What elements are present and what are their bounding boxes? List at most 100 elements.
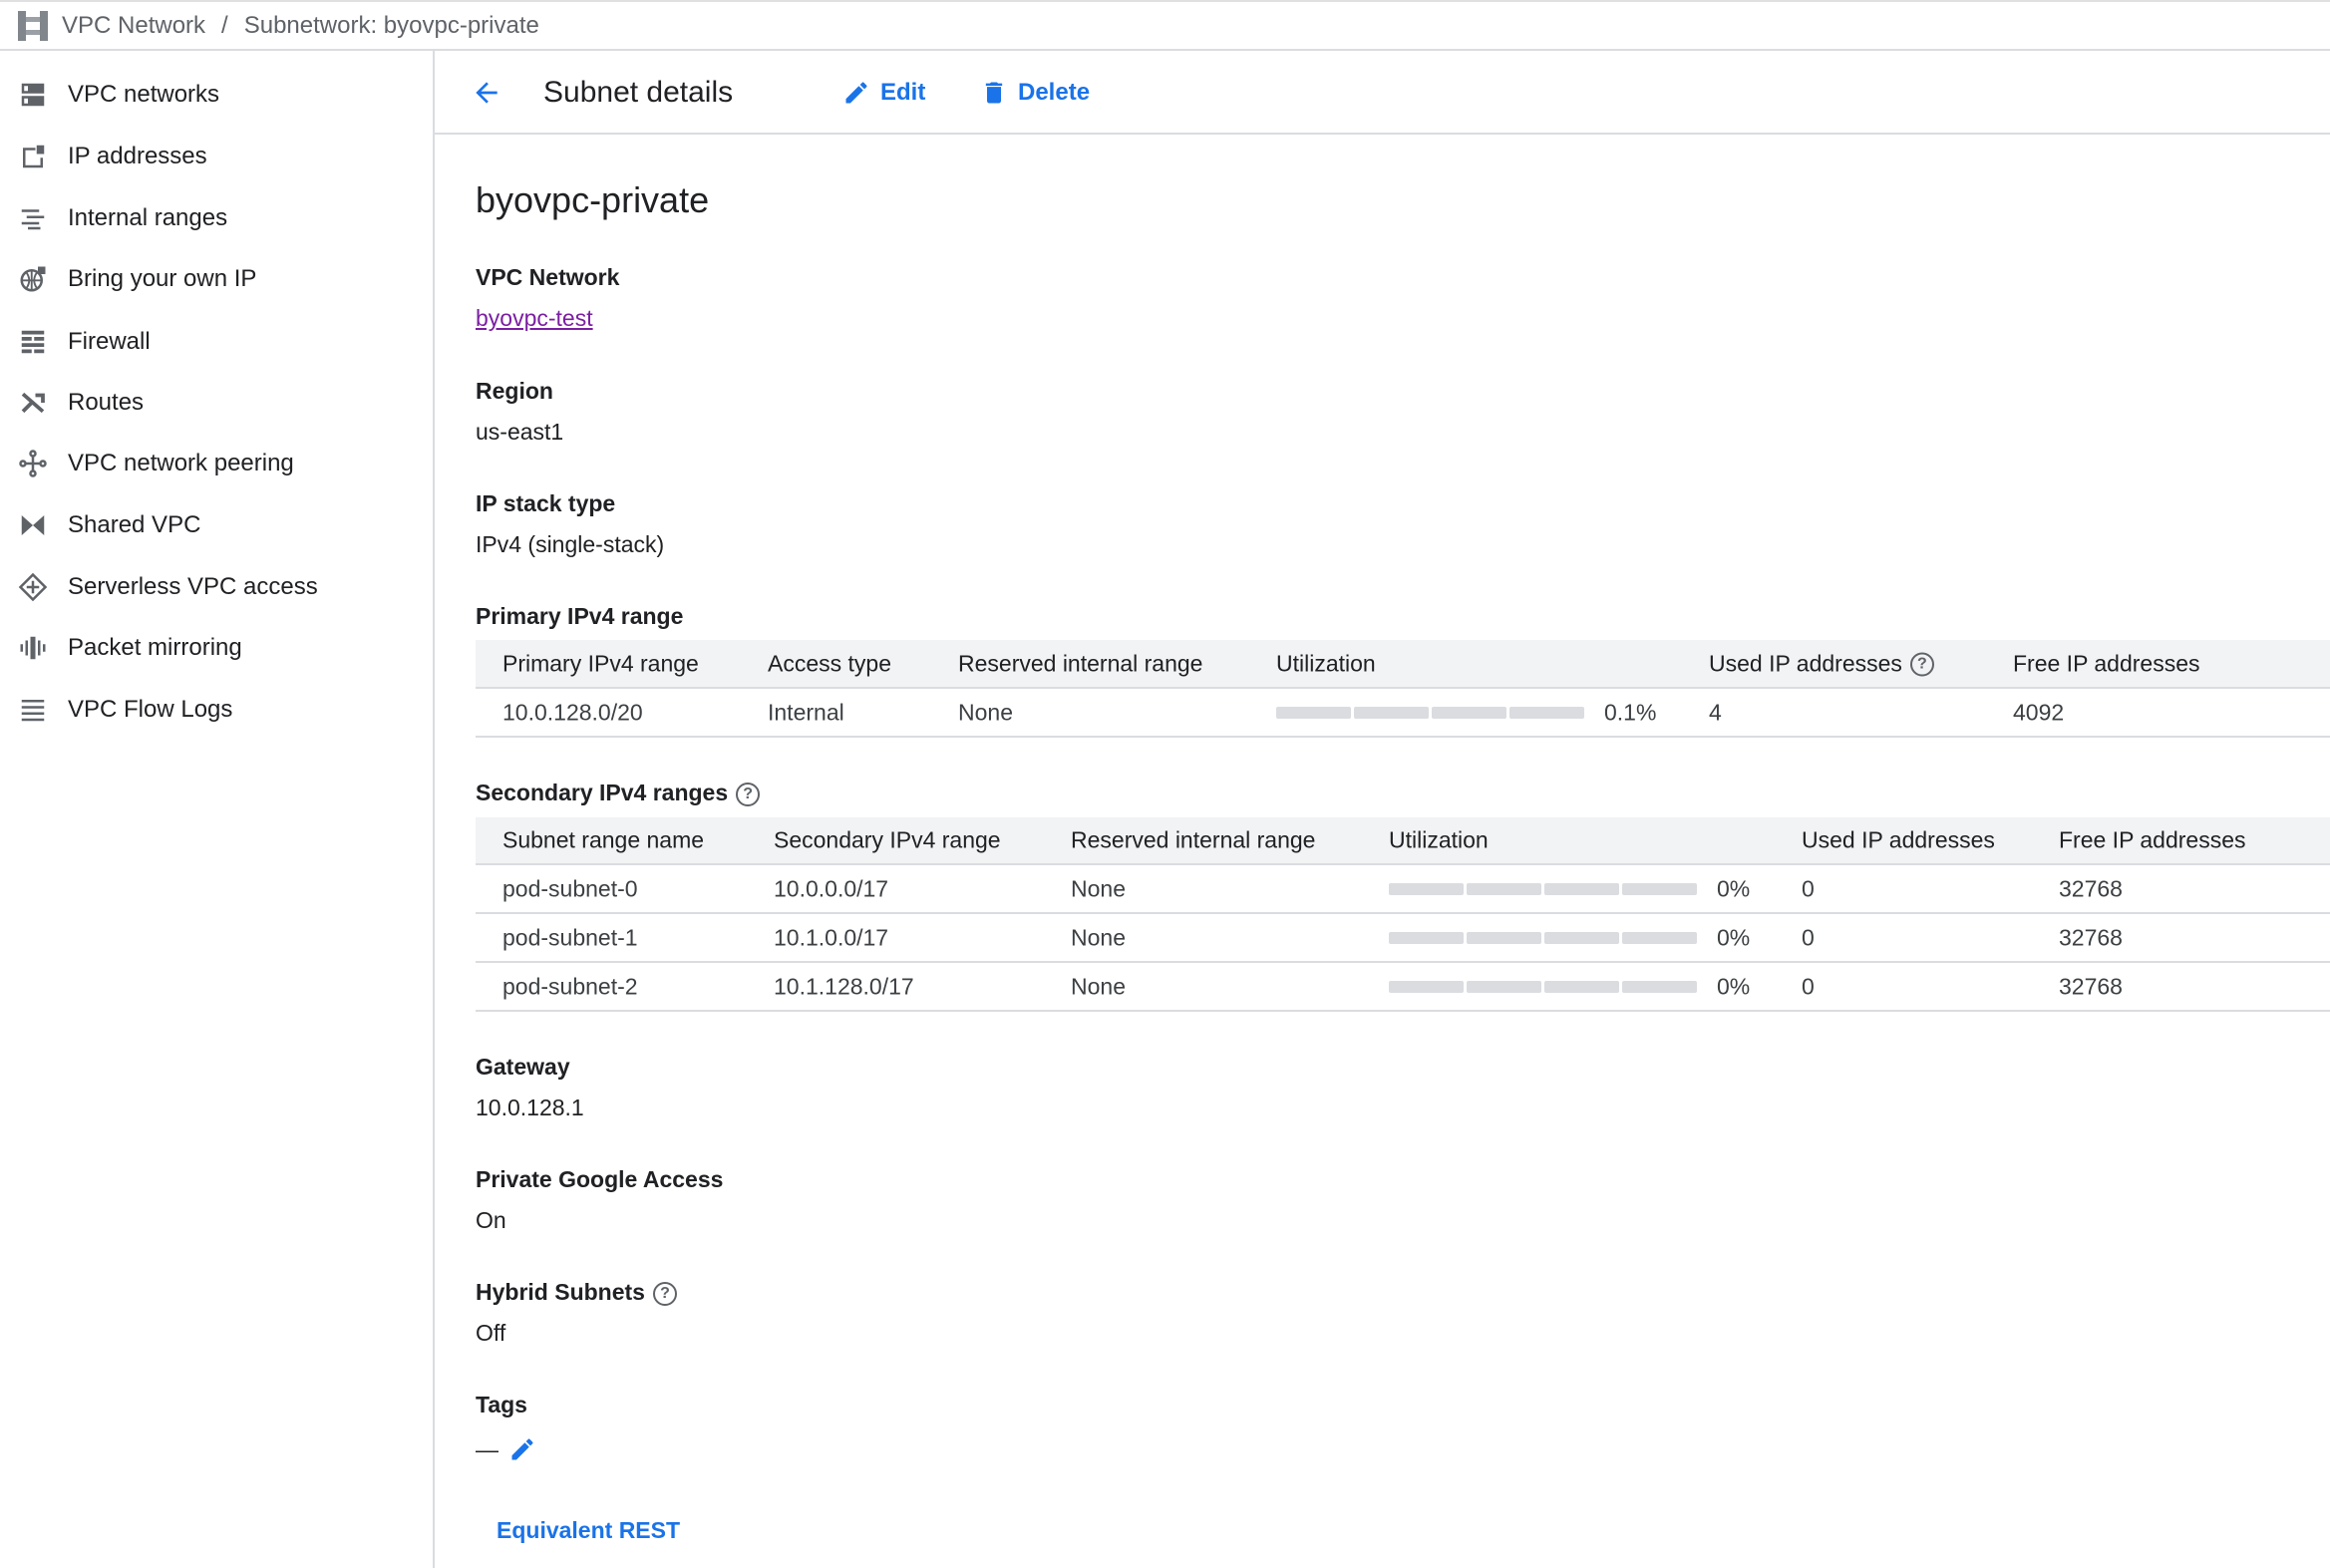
region-value: us-east1 [476,419,564,445]
column-header: Reserved internal range [1071,826,1316,853]
breadcrumb-root[interactable]: VPC Network [62,11,206,39]
column-header: Used IP addresses? [1709,650,1934,677]
utilization-cell: 0% [1717,924,1751,950]
breadcrumb-separator: / [221,11,228,39]
vpc-network-label: VPC Network [476,264,620,290]
subnet-name: byovpc-private [476,179,710,220]
serverless-icon [18,572,48,602]
table-header: Subnet range name Secondary IPv4 range R… [476,817,2330,865]
arrow-back-icon [476,82,498,104]
column-header: Subnet range name [502,826,705,853]
column-header: Utilization [1389,826,1489,853]
page-header: Subnet details Edit Delete [435,51,2330,135]
name-cell: pod-subnet-2 [502,973,638,999]
gateway-value: 10.0.128.1 [476,1095,584,1120]
vpc-network-logo-icon [18,10,48,41]
utilization-cell: 0.1% [1604,699,1657,725]
range-cell: 10.0.128.0/20 [502,699,643,725]
column-header: Free IP addresses [2013,650,2200,676]
edit-tags-pencil-icon[interactable] [508,1435,536,1463]
help-icon[interactable]: ? [1909,652,1934,677]
reserved-cell: None [1071,875,1126,901]
column-header: Secondary IPv4 range [774,826,1001,853]
used-cell: 4 [1709,699,1722,725]
sidebar-item-packet-mirroring[interactable]: Packet mirroring [0,620,433,676]
table-row: 10.0.128.0/20 Internal None 0.1% 4 4092 [476,689,2330,738]
sidebar-item-bring-your-own-ip[interactable]: Bring your own IP [0,251,433,307]
sidebar-item-routes[interactable]: Routes [0,375,433,431]
used-cell: 0 [1802,973,1815,999]
region-label: Region [476,378,553,404]
free-cell: 4092 [2013,699,2065,725]
utilization-bar [1389,980,1697,993]
breadcrumb-current: Subnetwork: byovpc-private [243,11,539,39]
vpc-network-link[interactable]: byovpc-test [476,305,593,331]
utilization-bar [1276,706,1584,719]
ip-addresses-icon [23,145,45,168]
sidebar-item-firewall[interactable]: Firewall [0,314,433,370]
vpc-networks-icon [21,83,45,107]
table-row: pod-subnet-1 10.1.0.0/17 None 0% 0 32768 [476,914,2330,963]
tags-label: Tags [476,1392,527,1417]
free-cell: 32768 [2059,924,2123,950]
sidebar-item-vpc-network-peering[interactable]: VPC network peering [0,436,433,491]
edit-button[interactable]: Edit [842,51,925,135]
range-cell: 10.1.0.0/17 [774,924,889,950]
name-cell: pod-subnet-1 [502,924,638,950]
free-cell: 32768 [2059,973,2123,999]
table-header: Primary IPv4 range Access type Reserved … [476,640,2330,689]
sidebar-item-serverless-vpc-access[interactable]: Serverless VPC access [0,559,433,615]
range-cell: 10.1.128.0/17 [774,973,914,999]
column-header: Reserved internal range [958,650,1203,676]
reserved-cell: None [1071,924,1126,950]
hybrid-subnets-label: Hybrid Subnets? [476,1279,677,1306]
trash-icon [985,82,1003,104]
range-cell: 10.0.0.0/17 [774,875,889,901]
column-header: Used IP addresses [1802,826,1995,853]
tags-value: — [476,1435,536,1463]
help-icon[interactable]: ? [652,1281,677,1306]
routes-icon [21,392,45,414]
utilization-cell: 0% [1717,973,1751,999]
firewall-icon [21,330,45,354]
internal-ranges-icon [21,209,45,230]
peering-icon [19,450,47,477]
sidebar-item-vpc-flow-logs[interactable]: VPC Flow Logs [0,682,433,738]
reserved-cell: None [958,699,1013,725]
shared-vpc-icon [21,515,45,535]
column-header: Utilization [1276,650,1376,676]
utilization-bar [1389,931,1697,944]
table-row: pod-subnet-0 10.0.0.0/17 None 0% 0 32768 [476,865,2330,914]
table-row: pod-subnet-2 10.1.128.0/17 None 0% 0 327… [476,963,2330,1012]
gateway-label: Gateway [476,1054,570,1080]
sidebar-item-ip-addresses[interactable]: IP addresses [0,129,433,184]
back-button[interactable] [471,51,512,135]
help-icon[interactable]: ? [736,782,761,806]
sidebar-item-shared-vpc[interactable]: Shared VPC [0,497,433,553]
secondary-ranges-label: Secondary IPv4 ranges? [476,780,761,806]
utilization-bar [1389,882,1697,895]
column-header: Access type [768,650,891,676]
delete-button[interactable]: Delete [980,51,1090,135]
private-google-access-value: On [476,1207,506,1233]
column-header: Free IP addresses [2059,826,2246,853]
free-cell: 32768 [2059,875,2123,901]
reserved-cell: None [1071,973,1126,999]
page-title: Subnet details [543,76,734,109]
used-cell: 0 [1802,924,1815,950]
sidebar-item-internal-ranges[interactable]: Internal ranges [0,190,433,246]
flow-logs-icon [21,700,45,722]
used-cell: 0 [1802,875,1815,901]
equivalent-rest-link[interactable]: Equivalent REST [497,1517,681,1543]
sidebar: VPC networks IP addresses Internal range… [0,51,435,1568]
utilization-cell: 0% [1717,875,1751,901]
globe-icon [20,266,46,292]
name-cell: pod-subnet-0 [502,875,638,901]
packet-mirroring-icon [20,636,46,660]
hybrid-subnets-value: Off [476,1320,506,1346]
stack-type-label: IP stack type [476,490,616,516]
pencil-icon [845,82,867,104]
column-header: Primary IPv4 range [502,650,699,676]
sidebar-item-vpc-networks[interactable]: VPC networks [0,67,433,123]
access-cell: Internal [768,699,844,725]
